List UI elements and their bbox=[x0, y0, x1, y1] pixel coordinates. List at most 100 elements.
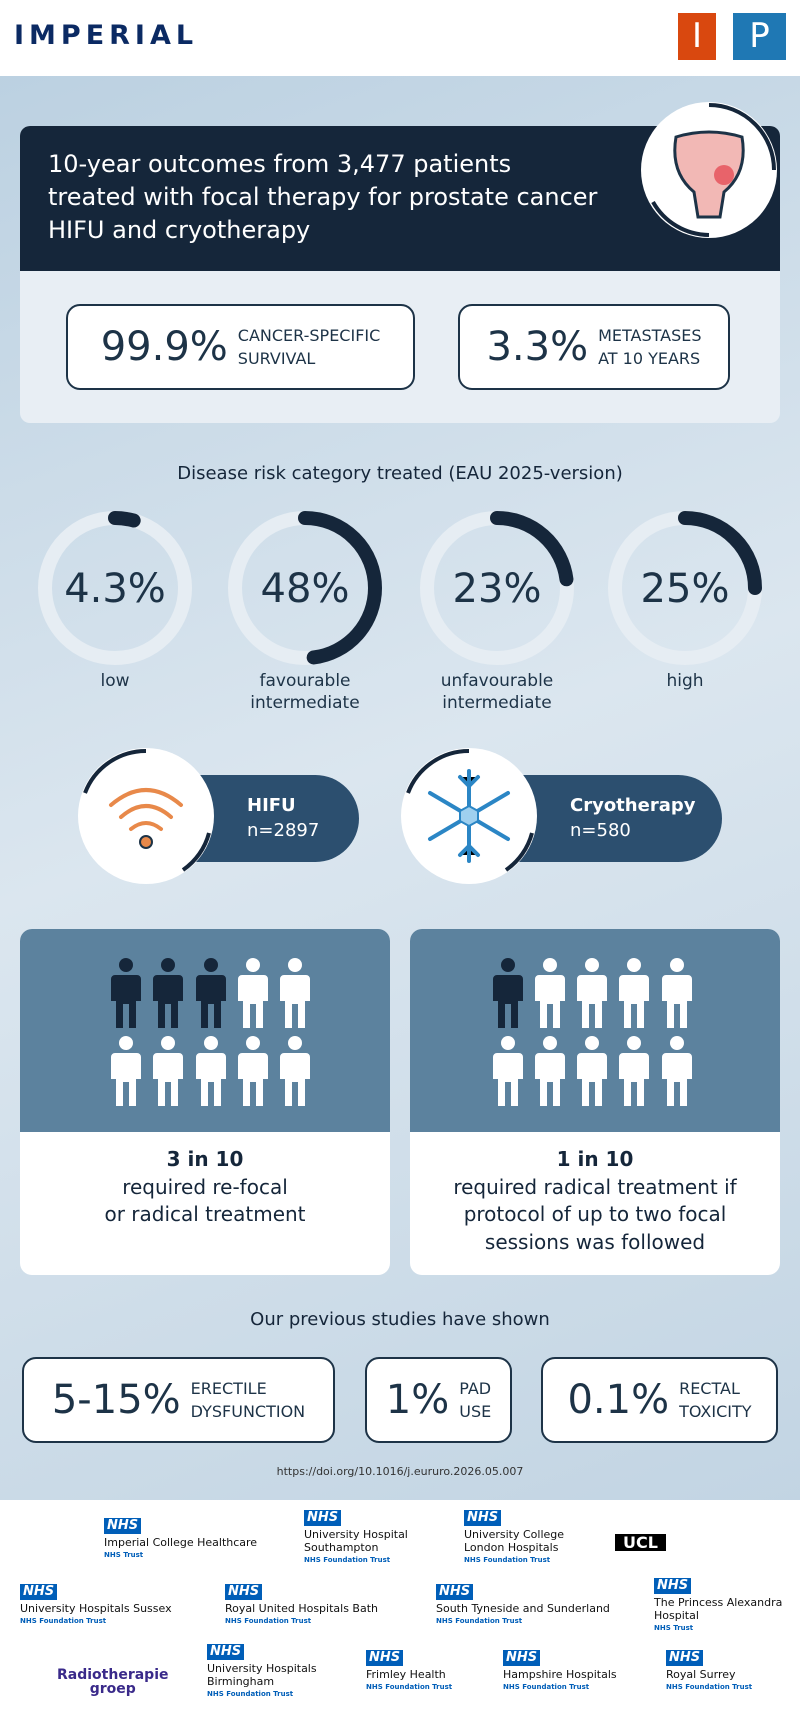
logo-i: I bbox=[678, 13, 716, 60]
stat-value: 99.9% bbox=[100, 324, 228, 370]
shape bbox=[153, 958, 183, 1028]
header: IMPERIAL I P bbox=[0, 0, 800, 76]
outcome-text: 3 in 10 required re-focal or radical trea… bbox=[20, 1146, 390, 1229]
line: sessions was followed bbox=[484, 1229, 706, 1254]
label-line: AT 10 YEARS bbox=[598, 349, 701, 368]
doi: https://doi.org/10.1016/j.eururo.2026.05… bbox=[276, 1465, 524, 1478]
partners: NHS Imperial College Healthcare NHS Trust N… bbox=[0, 1500, 800, 1724]
name-line: Royal Surrey bbox=[666, 1668, 736, 1681]
nhs-badge: NHS bbox=[20, 1584, 58, 1600]
label: ERECTILE DYSFUNCTION bbox=[191, 1377, 305, 1423]
stat-label: METASTASES AT 10 YEARS bbox=[598, 324, 701, 370]
partner-sub: NHS Foundation Trust bbox=[20, 1617, 107, 1625]
partner-name: University College London Hospitals NHS Fo… bbox=[464, 1528, 564, 1567]
nhs-badge: NHS bbox=[666, 1650, 704, 1666]
shape bbox=[111, 958, 523, 1028]
shape bbox=[280, 958, 310, 1028]
shape bbox=[109, 788, 183, 807]
shape bbox=[619, 1036, 649, 1106]
logo-p: P bbox=[733, 13, 786, 60]
name-line: Hampshire Hospitals bbox=[503, 1668, 617, 1681]
nhs-badge: NHS bbox=[104, 1518, 142, 1534]
stat-label: CANCER-SPECIFIC SURVIVAL bbox=[238, 324, 381, 370]
name-line: Royal United Hospitals Bath bbox=[225, 1602, 379, 1615]
shape bbox=[238, 1036, 268, 1106]
nhs-badge: NHS bbox=[436, 1584, 474, 1600]
value: 5-15% bbox=[51, 1377, 181, 1423]
shape bbox=[280, 1036, 310, 1106]
stat-value: 3.3% bbox=[486, 324, 589, 370]
line: protocol of up to two focal bbox=[463, 1202, 727, 1226]
shape bbox=[459, 804, 479, 828]
shape bbox=[119, 804, 173, 819]
name-line: The Princess Alexandra bbox=[654, 1596, 783, 1609]
headline: 1 in 10 bbox=[556, 1147, 634, 1171]
nhs-badge: NHS bbox=[503, 1650, 541, 1666]
shape bbox=[83, 748, 147, 794]
shape bbox=[662, 1036, 692, 1106]
shape bbox=[181, 832, 211, 872]
name-line: University Hospital bbox=[304, 1528, 408, 1541]
shape bbox=[504, 832, 534, 872]
label-line: CANCER-SPECIFIC bbox=[237, 326, 381, 345]
name-line: South Tyneside and Sunderland bbox=[436, 1602, 610, 1615]
partner-name: University Hospitals Birmingham NHS Founda… bbox=[207, 1662, 317, 1701]
headline: 3 in 10 bbox=[166, 1147, 244, 1171]
treatment-name: Cryotherapy bbox=[570, 795, 696, 816]
ring-label: high bbox=[666, 671, 703, 691]
shape bbox=[196, 1036, 226, 1106]
ring-arc bbox=[228, 511, 382, 665]
risk-title: Disease risk category treated (EAU 2025-… bbox=[177, 463, 623, 484]
partner-sub: NHS Foundation Trust bbox=[666, 1683, 753, 1691]
shape bbox=[196, 958, 226, 1028]
shape bbox=[238, 958, 268, 1028]
label-line: SURVIVAL bbox=[237, 349, 316, 368]
name-line: Birmingham bbox=[207, 1675, 275, 1688]
title-line: treated with focal therapy for prostate … bbox=[48, 183, 598, 211]
value: 1% bbox=[385, 1377, 450, 1423]
ring-value: 25% bbox=[641, 566, 730, 612]
shape bbox=[714, 165, 734, 185]
treatment-n: n=2897 bbox=[247, 820, 320, 841]
partner-name: Royal United Hospitals Bath NHS Foundatio… bbox=[225, 1602, 378, 1628]
partner-name: Imperial College Healthcare NHS Trust bbox=[104, 1536, 257, 1562]
previous-title: Our previous studies have shown bbox=[250, 1309, 550, 1330]
label-line: ERECTILE bbox=[190, 1379, 267, 1398]
previous-box: 0.1% RECTAL TOXICITY bbox=[541, 1357, 778, 1443]
partner-name: University Hospital Southampton NHS Founda… bbox=[304, 1528, 408, 1567]
nhs-badge: NHS bbox=[366, 1650, 404, 1666]
shape bbox=[129, 821, 163, 831]
ring-label: intermediate bbox=[250, 693, 359, 713]
stat-box: 99.9% CANCER-SPECIFIC SURVIVAL bbox=[66, 304, 415, 390]
partner-name: Royal Surrey NHS Foundation Trust bbox=[666, 1668, 752, 1694]
partner-name: Frimley Health NHS Foundation Trust bbox=[366, 1668, 452, 1694]
partner-name: UCL bbox=[615, 1534, 666, 1551]
shape bbox=[111, 958, 141, 1028]
label: PAD USE bbox=[459, 1377, 491, 1423]
partner-sub: NHS Foundation Trust bbox=[304, 1556, 391, 1564]
risk-rings: 4.3%low48%favourableintermediate23%unfav… bbox=[38, 511, 762, 713]
name-line: Radiotherapie bbox=[57, 1667, 169, 1683]
shape bbox=[619, 958, 649, 1028]
ring-arc bbox=[608, 511, 762, 665]
ring-label: low bbox=[100, 671, 129, 691]
label-line: PAD bbox=[459, 1379, 492, 1398]
shape bbox=[406, 748, 470, 794]
ring-label: favourable bbox=[259, 671, 350, 691]
name-line: University College bbox=[464, 1528, 565, 1541]
partner-name: The Princess Alexandra Hospital NHS Trust bbox=[654, 1596, 782, 1635]
partner-sub: NHS Foundation Trust bbox=[225, 1617, 312, 1625]
nhs-badge: NHS bbox=[654, 1578, 692, 1594]
line: required radical treatment if bbox=[453, 1174, 737, 1199]
partner-name: Hampshire Hospitals NHS Foundation Trust bbox=[503, 1668, 617, 1694]
nhs-badge: NHS bbox=[225, 1584, 263, 1600]
ring-label: unfavourable bbox=[441, 671, 554, 691]
nhs-badge: NHS bbox=[207, 1644, 245, 1660]
name-line: Frimley Health bbox=[366, 1668, 446, 1681]
partner-sub: NHS Trust bbox=[104, 1551, 144, 1559]
partner-sub: NHS Foundation Trust bbox=[366, 1683, 453, 1691]
name-line: University Hospitals bbox=[207, 1662, 317, 1675]
name-line: groep bbox=[89, 1681, 136, 1697]
